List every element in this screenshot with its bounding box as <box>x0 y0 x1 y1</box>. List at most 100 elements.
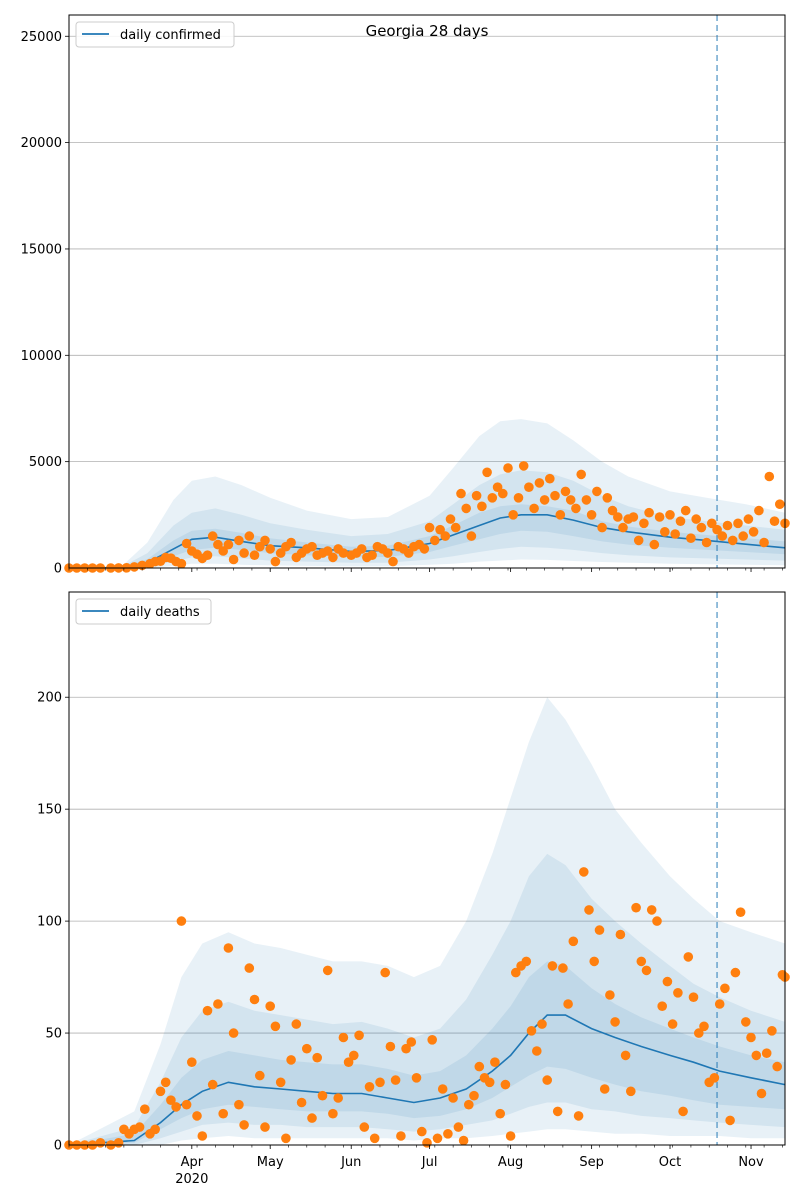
outer-uncertainty-band <box>69 419 785 568</box>
observed-point <box>613 512 623 522</box>
observed-point <box>359 1122 370 1132</box>
x-tick-label: Oct <box>659 1155 681 1170</box>
observed-point <box>349 1050 359 1061</box>
observed-point <box>239 1120 249 1130</box>
observed-point <box>435 524 445 535</box>
x-tick-label: Jul <box>421 1155 438 1170</box>
observed-point <box>430 535 440 546</box>
observed-point <box>686 533 696 543</box>
observed-point <box>511 967 521 978</box>
observed-point <box>670 529 680 539</box>
outer-uncertainty-band <box>69 697 785 1145</box>
observed-point <box>717 531 728 541</box>
observed-point <box>571 503 581 514</box>
observed-point <box>160 1077 171 1088</box>
observed-point <box>610 1017 620 1027</box>
observed-point <box>688 992 699 1002</box>
confirmed-panel: 0 5000 10000 15000 20000 25000 daily confirmed… <box>21 14 790 577</box>
observed-point <box>563 999 573 1009</box>
observed-point <box>406 1037 417 1047</box>
observed-point <box>657 1001 667 1011</box>
observed-point <box>594 925 605 935</box>
observed-point <box>500 1079 511 1090</box>
axes-frame <box>68 14 786 569</box>
observed-point <box>495 1108 506 1119</box>
y-tick-label: 100 <box>37 915 62 930</box>
observed-point <box>477 501 487 512</box>
observed-point <box>445 514 456 524</box>
observed-point <box>254 541 265 552</box>
legend-box <box>75 598 212 625</box>
observed-point <box>417 1126 427 1137</box>
observed-point <box>312 1052 323 1063</box>
observed-point <box>176 558 187 569</box>
observed-point <box>140 1104 150 1114</box>
observed-point <box>166 1095 176 1105</box>
observed-point <box>396 1131 406 1141</box>
observed-point <box>555 510 566 520</box>
observed-point <box>552 1106 563 1117</box>
observed-point <box>761 1048 772 1058</box>
legend: daily deaths <box>75 598 212 625</box>
observed-point <box>343 1057 354 1067</box>
observed-point <box>181 538 192 549</box>
observed-point <box>390 1075 401 1085</box>
observed-point <box>281 1133 291 1144</box>
observed-point <box>683 952 694 962</box>
legend-label: daily confirmed <box>120 28 221 43</box>
observed-point <box>275 1077 286 1088</box>
observed-point <box>181 1099 192 1110</box>
observed-point <box>113 1138 124 1148</box>
observed-point <box>652 916 662 926</box>
observed-point <box>388 556 398 567</box>
middle-uncertainty-band <box>69 853 785 1145</box>
x-tick-label: May <box>257 1155 284 1170</box>
observed-point <box>526 1026 537 1036</box>
observed-point <box>134 1122 145 1132</box>
observed-point <box>218 546 228 556</box>
observed-point <box>328 1108 338 1119</box>
observed-point <box>338 548 349 558</box>
observed-point <box>618 522 628 533</box>
y-tick-label: 10000 <box>21 349 62 364</box>
observed-point <box>187 1057 197 1067</box>
observed-point <box>741 1017 751 1027</box>
observed-point <box>586 510 597 520</box>
observed-point <box>605 990 615 1000</box>
observed-point <box>743 514 754 524</box>
chart-title: Georgia 28 days <box>366 22 489 40</box>
observed-point <box>699 1021 709 1032</box>
observed-point <box>547 961 558 971</box>
observed-point <box>727 535 738 546</box>
observed-point <box>644 507 654 518</box>
observed-point <box>424 522 435 533</box>
observed-point <box>678 1106 688 1117</box>
y-tick-label: 25000 <box>21 30 62 45</box>
observed-point <box>197 1131 208 1141</box>
observed-point <box>746 1032 756 1043</box>
observed-point <box>628 512 639 522</box>
observed-point <box>680 505 691 516</box>
observed-point <box>660 527 670 537</box>
observed-point <box>354 1030 364 1041</box>
observed-point <box>265 544 276 554</box>
observed-point <box>487 493 498 503</box>
observed-point <box>537 1019 547 1029</box>
observed-point <box>202 1005 213 1016</box>
observed-point <box>534 478 545 488</box>
observed-point <box>244 531 255 541</box>
deaths-panel: 0 50 100 150 200 Apr May Jun Jul Aug Sep Oct Nov 2020… <box>37 591 790 1187</box>
observed-point <box>707 518 717 529</box>
observed-point <box>95 1138 106 1148</box>
observed-point <box>722 520 733 531</box>
observed-point <box>333 1093 344 1103</box>
observed-point <box>513 493 524 503</box>
observed-point <box>673 988 683 998</box>
observed-point <box>296 1097 307 1108</box>
observed-point <box>589 956 599 967</box>
observed-point <box>626 1086 636 1097</box>
legend: daily confirmed <box>75 21 235 48</box>
observed-point <box>592 486 602 497</box>
middle-uncertainty-band <box>69 470 785 568</box>
observed-point <box>207 1079 218 1090</box>
